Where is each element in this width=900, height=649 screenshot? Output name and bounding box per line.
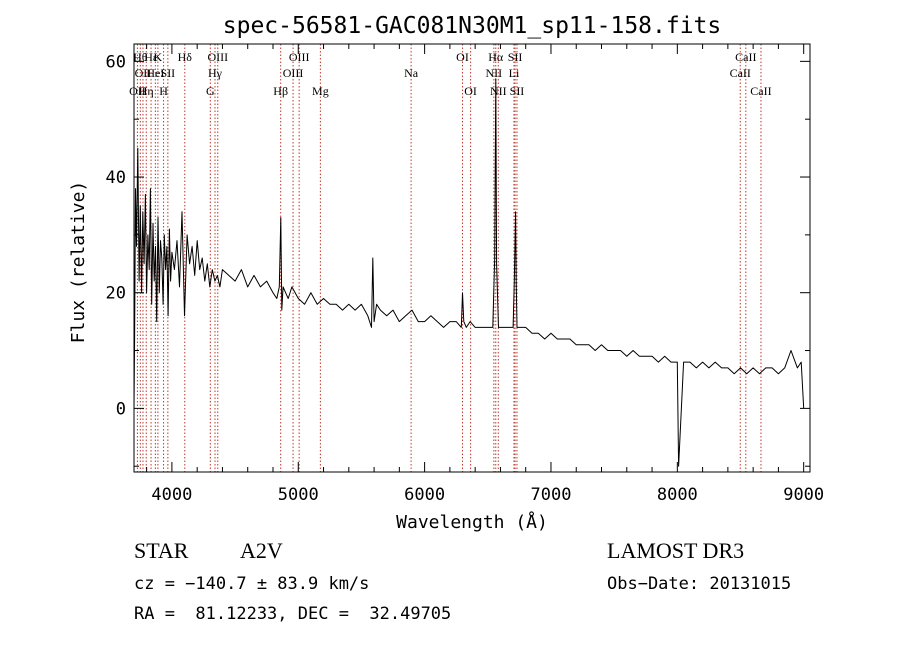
spectral-line-label: NII bbox=[486, 66, 503, 80]
spectral-line-label: OIII bbox=[207, 50, 228, 64]
chart-title: spec-56581-GAC081N30M1_sp11-158.fits bbox=[223, 13, 722, 39]
spectral-line-markers bbox=[136, 44, 762, 472]
redshift-readout: cz = −140.7 ± 83.9 km/s bbox=[134, 574, 370, 594]
x-tick-label: 5000 bbox=[278, 485, 319, 505]
spectral-line-label: HeI bbox=[146, 66, 164, 80]
spectral-line-label: SII bbox=[508, 50, 523, 64]
spectral-line-label: Na bbox=[404, 66, 419, 80]
spectral-line-label: OI bbox=[456, 50, 469, 64]
object-class: STAR bbox=[134, 538, 189, 563]
x-axis-label: Wavelength (Å) bbox=[396, 511, 548, 533]
observation-date: Obs−Date: 20131015 bbox=[607, 574, 792, 594]
spectral-line-label: OII bbox=[135, 66, 152, 80]
spectral-line-label: Hε bbox=[144, 50, 158, 64]
spectral-line-label: CaII bbox=[730, 66, 751, 80]
spectral-line-label: Hβ bbox=[273, 84, 288, 98]
spectral-line-label: Hα bbox=[488, 50, 504, 64]
plot-frame bbox=[133, 43, 811, 473]
spectral-line-label: CaII bbox=[735, 50, 756, 64]
axes: 4000 5000 6000 7000 8000 9000 0 20 40 60 bbox=[106, 43, 824, 505]
spectral-line-label: Mg bbox=[312, 84, 329, 98]
spectral-line-label: K bbox=[154, 50, 163, 64]
y-tick-label: 0 bbox=[116, 399, 126, 419]
y-tick-label: 20 bbox=[106, 284, 126, 304]
object-subclass: A2V bbox=[240, 538, 283, 563]
y-tick-label: 40 bbox=[106, 168, 126, 188]
spectrum-line bbox=[133, 78, 805, 467]
spectral-line-label: Hθ bbox=[133, 50, 148, 64]
spectral-line-labels: OIIHθOIIHηHεHeIKHSIIHδGHγOIIIHβOIIIOIIIM… bbox=[129, 50, 772, 98]
spectral-line-label: CaII bbox=[750, 84, 771, 98]
x-tick-label: 9000 bbox=[783, 485, 824, 505]
spectral-line-label: OII bbox=[129, 84, 146, 98]
spectral-line-label: SII bbox=[510, 84, 525, 98]
spectral-line-label: NII bbox=[490, 84, 507, 98]
coordinates-readout: RA = 81.12233, DEC = 32.49705 bbox=[134, 604, 452, 624]
spectral-line-label: H bbox=[159, 84, 168, 98]
spectral-line-label: Li bbox=[509, 66, 520, 80]
x-tick-label: 6000 bbox=[404, 485, 445, 505]
spectral-line-label: OI bbox=[464, 84, 477, 98]
spectral-line-label: OIII bbox=[283, 66, 304, 80]
survey-name: LAMOST DR3 bbox=[607, 538, 745, 563]
x-tick-label: 8000 bbox=[657, 485, 698, 505]
x-tick-label: 7000 bbox=[530, 485, 571, 505]
x-tick-label: 4000 bbox=[151, 485, 192, 505]
spectral-line-label: SII bbox=[161, 66, 176, 80]
spectral-line-label: OIII bbox=[289, 50, 310, 64]
y-tick-label: 60 bbox=[106, 52, 126, 72]
y-axis-label: Flux (relative) bbox=[68, 181, 89, 344]
spectrum-series bbox=[133, 78, 805, 467]
spectral-line-label: Hγ bbox=[208, 66, 223, 80]
spectral-line-label: Hδ bbox=[178, 50, 193, 64]
spectral-line-label: G bbox=[206, 84, 215, 98]
spectral-line-label: Hη bbox=[139, 84, 154, 98]
